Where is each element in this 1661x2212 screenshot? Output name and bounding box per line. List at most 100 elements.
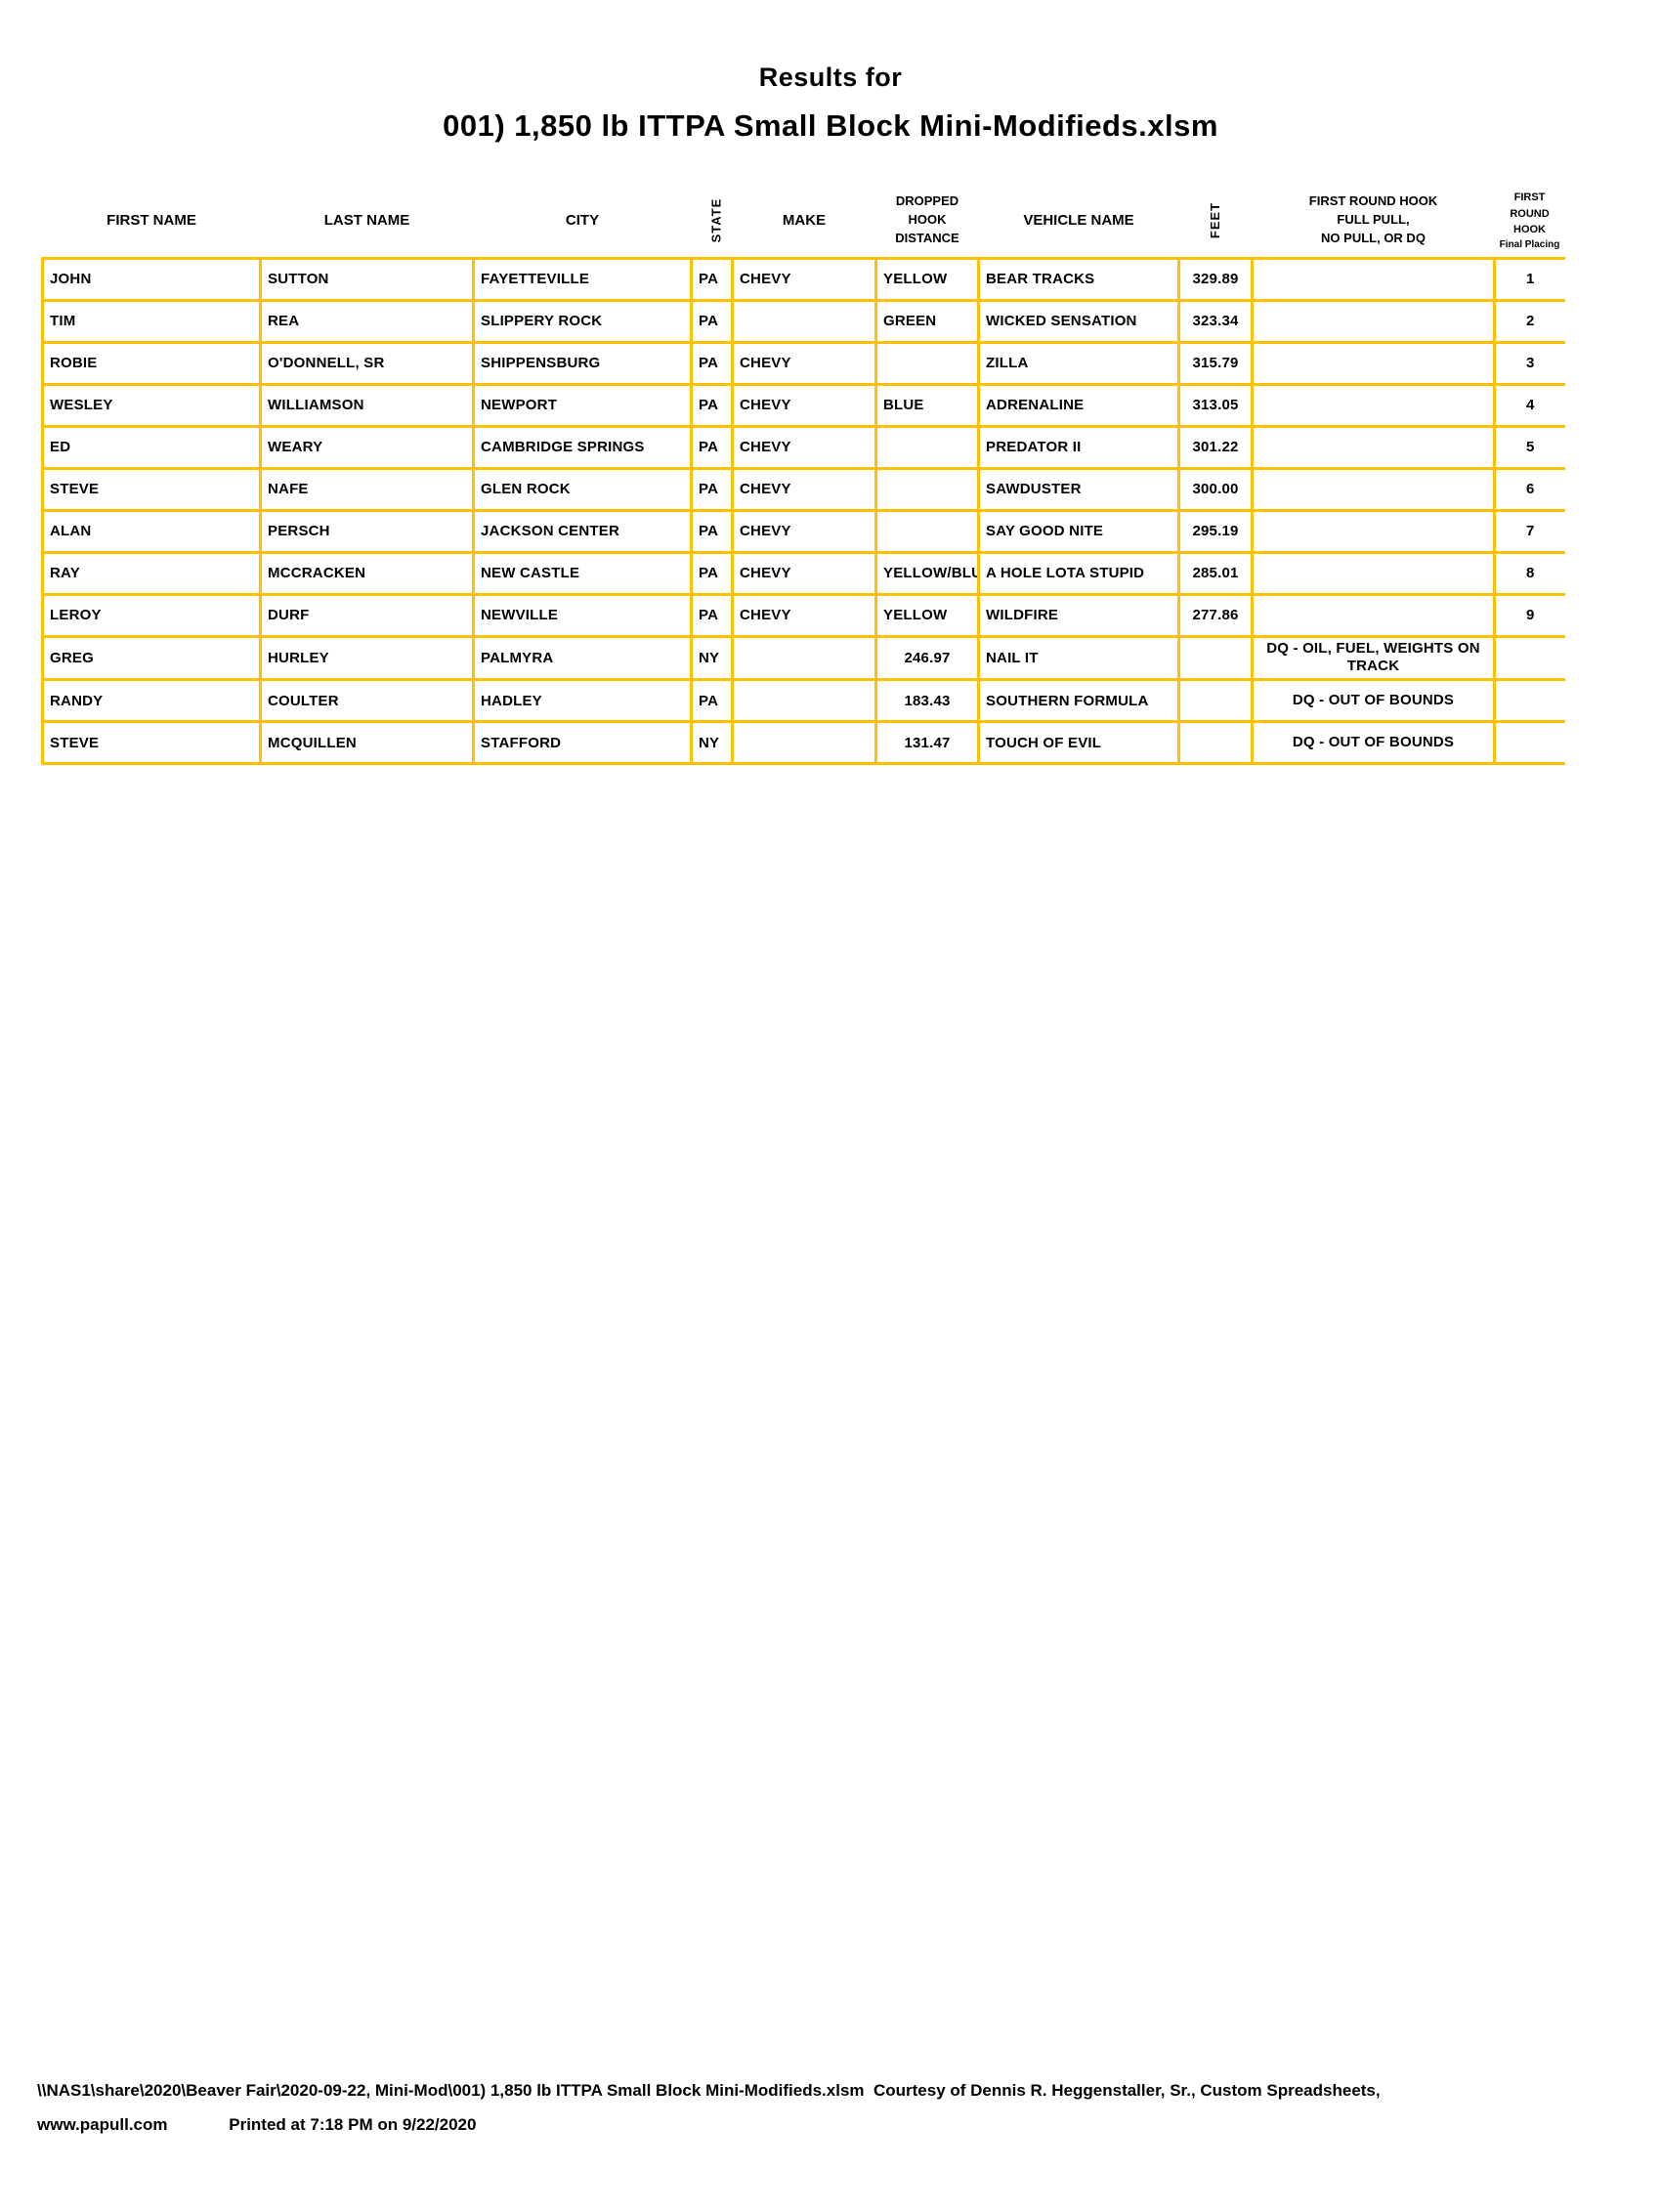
cell-city: SLIPPERY ROCK [472,298,693,344]
cell-dropped-hook-distance [874,340,980,386]
cell-make: CHEVY [731,508,877,554]
cell-make: CHEVY [731,340,877,386]
cell-last-name: MCQUILLEN [259,720,475,765]
cell-vehicle-name: ADRENALINE [977,382,1180,428]
cell-make: CHEVY [731,592,877,638]
header-last-name: LAST NAME [323,212,410,230]
results-table-body: JOHN SUTTON FAYETTEVILLE PA CHEVY YELLOW… [41,256,1565,765]
cell-feet: 301.22 [1177,424,1254,470]
cell-final-placing: 9 [1493,592,1565,638]
cell-last-name: REA [259,298,475,344]
cell-last-name: SUTTON [259,256,475,302]
cell-final-placing: 2 [1493,298,1565,344]
cell-final-placing: 6 [1493,466,1565,512]
cell-first-name: GREG [41,634,262,681]
cell-last-name: PERSCH [259,508,475,554]
cell-first-round-hook-result [1251,550,1496,596]
cell-first-name: JOHN [41,256,262,302]
cell-dropped-hook-distance: GREEN [874,298,980,344]
cell-state: NY [690,720,734,765]
cell-vehicle-name: A HOLE LOTA STUPID [977,550,1180,596]
cell-dropped-hook-distance [874,466,980,512]
footer-printed-timestamp: Printed at 7:18 PM on 9/22/2020 [229,2115,477,2134]
cell-last-name: COULTER [259,678,475,723]
cell-dropped-hook-distance [874,424,980,470]
cell-dropped-hook-distance: 246.97 [874,634,980,681]
table-row: ROBIE O'DONNELL, SR SHIPPENSBURG PA CHEV… [41,340,1565,386]
cell-city: HADLEY [472,678,693,723]
header-feet: FEET [1179,185,1253,258]
cell-first-name: LEROY [41,592,262,638]
cell-city: NEWVILLE [472,592,693,638]
report-subtitle-filename: 001) 1,850 lb ITTPA Small Block Mini-Mod… [443,108,1218,143]
cell-dropped-hook-distance: 183.43 [874,678,980,723]
cell-feet: 323.34 [1177,298,1254,344]
cell-make: CHEVY [731,256,877,302]
report-title: Results for [758,63,903,92]
cell-city: GLEN ROCK [472,466,693,512]
cell-state: PA [690,424,734,470]
footer-line2: www.papull.com Printed at 7:18 PM on 9/2… [37,2107,1659,2142]
results-table: FIRST NAME LAST NAME CITY STATE MAKE DRO… [41,185,1565,765]
cell-vehicle-name: TOUCH OF EVIL [977,720,1180,765]
header-city: CITY [565,212,600,230]
cell-vehicle-name: WILDFIRE [977,592,1180,638]
cell-state: PA [690,382,734,428]
header-state-rotated-label: STATE [707,197,723,243]
cell-final-placing: 4 [1493,382,1565,428]
cell-state: PA [690,340,734,386]
cell-state: PA [690,592,734,638]
cell-first-name: RAY [41,550,262,596]
cell-vehicle-name: ZILLA [977,340,1180,386]
cell-final-placing: 5 [1493,424,1565,470]
header-make: MAKE [782,212,827,230]
header-final-placing-main: FIRST ROUND HOOK [1510,191,1550,235]
cell-final-placing [1493,634,1565,681]
header-feet-rotated-label: FEET [1208,202,1223,239]
cell-make: CHEVY [731,424,877,470]
cell-feet: 313.05 [1177,382,1254,428]
table-row: WESLEY WILLIAMSON NEWPORT PA CHEVY BLUE … [41,382,1565,428]
cell-feet [1177,634,1254,681]
cell-city: FAYETTEVILLE [472,256,693,302]
cell-first-round-hook-result [1251,340,1496,386]
cell-feet: 295.19 [1177,508,1254,554]
report-titles: Results for 001) 1,850 lb ITTPA Small Bl… [0,63,1661,144]
table-row: GREG HURLEY PALMYRA NY 246.97 NAIL IT DQ… [41,634,1565,681]
cell-state: PA [690,508,734,554]
cell-first-round-hook-result [1251,298,1496,344]
cell-first-round-hook-result [1251,466,1496,512]
cell-dropped-hook-distance: YELLOW [874,592,980,638]
cell-feet [1177,720,1254,765]
results-table-header: FIRST NAME LAST NAME CITY STATE MAKE DRO… [43,185,1565,258]
cell-first-round-hook-result [1251,256,1496,302]
cell-final-placing [1493,720,1565,765]
cell-first-name: ALAN [41,508,262,554]
cell-final-placing: 1 [1493,256,1565,302]
cell-first-round-hook-result [1251,508,1496,554]
table-row: LEROY DURF NEWVILLE PA CHEVY YELLOW WILD… [41,592,1565,638]
header-state: STATE [692,185,733,258]
footer-file-path-and-credit: \\NAS1\share\2020\Beaver Fair\2020-09-22… [37,2081,1381,2100]
cell-first-name: TIM [41,298,262,344]
cell-make [731,298,877,344]
cell-state: PA [690,466,734,512]
cell-make: CHEVY [731,466,877,512]
cell-state: PA [690,678,734,723]
cell-last-name: HURLEY [259,634,475,681]
table-row: RAY MCCRACKEN NEW CASTLE PA CHEVY YELLOW… [41,550,1565,596]
cell-city: SHIPPENSBURG [472,340,693,386]
cell-last-name: WILLIAMSON [259,382,475,428]
cell-first-name: WESLEY [41,382,262,428]
report-footer: \\NAS1\share\2020\Beaver Fair\2020-09-22… [37,2073,1659,2142]
cell-first-round-hook-result [1251,424,1496,470]
cell-first-name: STEVE [41,720,262,765]
cell-vehicle-name: SOUTHERN FORMULA [977,678,1180,723]
cell-state: PA [690,550,734,596]
cell-dropped-hook-distance: BLUE [874,382,980,428]
header-dropped-hook-distance: DROPPED HOOK DISTANCE [895,193,959,246]
cell-feet: 315.79 [1177,340,1254,386]
cell-vehicle-name: WICKED SENSATION [977,298,1180,344]
cell-city: NEW CASTLE [472,550,693,596]
cell-first-round-hook-result: DQ - OUT OF BOUNDS [1251,720,1496,765]
